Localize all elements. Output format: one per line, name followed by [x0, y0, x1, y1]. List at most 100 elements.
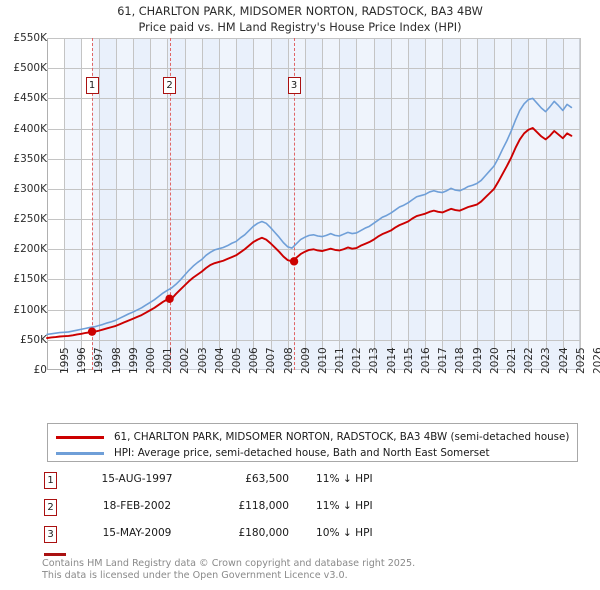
- transaction-hpi-delta: 10% ↓ HPI: [316, 527, 373, 539]
- x-axis-label-2025: 2025: [574, 347, 587, 374]
- page-title: 61, CHARLTON PARK, MIDSOMER NORTON, RADS…: [0, 4, 600, 36]
- x-axis-label-2012: 2012: [351, 347, 364, 374]
- y-axis-label-7: £350K: [13, 152, 47, 165]
- x-axis-label-2007: 2007: [265, 347, 278, 374]
- x-axis-label-2024: 2024: [557, 347, 570, 374]
- gridline-x-2025: [562, 38, 564, 370]
- gridline-y-500000: [47, 68, 580, 70]
- x-axis-label-2018: 2018: [454, 347, 467, 374]
- y-axis-label-0: £0: [33, 364, 47, 376]
- chart-legend: 61, CHARLTON PARK, MIDSOMER NORTON, RADS…: [47, 423, 578, 462]
- x-axis-label-1997: 1997: [93, 347, 106, 374]
- transaction-marker-1[interactable]: [87, 327, 97, 336]
- x-axis-label-2013: 2013: [368, 347, 381, 374]
- x-axis-label-2004: 2004: [213, 347, 226, 374]
- gridline-x-2007: [253, 38, 255, 370]
- x-axis-label-2015: 2015: [402, 347, 415, 374]
- gridline-x-2017: [425, 38, 427, 370]
- x-axis-label-2020: 2020: [488, 347, 501, 374]
- x-axis-label-2001: 2001: [162, 347, 175, 374]
- x-axis-label-1996: 1996: [76, 347, 89, 374]
- y-axis-label-1: £50K: [20, 333, 47, 346]
- legend-label-0: 61, CHARLTON PARK, MIDSOMER NORTON, RADS…: [114, 431, 570, 443]
- gridline-x-1999: [115, 38, 117, 370]
- x-axis-label-2022: 2022: [523, 347, 536, 374]
- gridline-x-2001: [150, 38, 152, 370]
- gridline-y-50000: [47, 339, 580, 341]
- title-line-address: 61, CHARLTON PARK, MIDSOMER NORTON, RADS…: [117, 5, 483, 18]
- series-line-hpi: [46, 97, 573, 336]
- transaction-price: £118,000: [238, 500, 289, 512]
- y-axis-label-3: £150K: [13, 273, 47, 286]
- gridline-y-550000: [47, 38, 580, 39]
- x-axis-label-2017: 2017: [437, 347, 450, 374]
- title-line-subtitle: Price paid vs. HM Land Registry's House …: [138, 21, 462, 34]
- gridline-x-2002: [167, 38, 169, 370]
- footer-attribution: Contains HM Land Registry data © Crown c…: [42, 558, 582, 582]
- event-box-2[interactable]: 2: [163, 77, 177, 94]
- gridline-x-1997: [81, 38, 83, 370]
- y-axis-label-4: £200K: [13, 243, 47, 256]
- table-row[interactable]: 3 15-MAY-2009 £180,000 10% ↓ HPI: [44, 524, 464, 551]
- gridline-x-2000: [132, 38, 134, 370]
- footer-rule: [44, 553, 66, 556]
- event-line-1: [92, 38, 94, 370]
- y-axis-label-10: £500K: [13, 62, 47, 75]
- legend-swatch-price-paid: [56, 436, 104, 439]
- year-band-1996: [64, 38, 82, 370]
- y-axis-label-2: £100K: [13, 303, 47, 316]
- transaction-badge-3: 3: [44, 526, 57, 543]
- table-row[interactable]: 2 18-FEB-2002 £118,000 11% ↓ HPI: [44, 497, 464, 524]
- footer-line-2: This data is licensed under the Open Gov…: [42, 570, 348, 581]
- x-axis-label-2019: 2019: [471, 347, 484, 374]
- gridline-x-2019: [459, 38, 461, 370]
- x-axis-label-2016: 2016: [420, 347, 433, 374]
- y-axis-label-5: £250K: [13, 213, 47, 226]
- gridline-x-2024: [545, 38, 547, 370]
- span-shade-tail: [294, 38, 580, 370]
- transaction-date: 15-AUG-1997: [101, 473, 173, 485]
- event-box-3[interactable]: 3: [287, 77, 301, 94]
- span-shade-2: [169, 38, 295, 370]
- transaction-marker-3[interactable]: [289, 257, 299, 266]
- transaction-marker-2[interactable]: [165, 294, 174, 303]
- series-line-price-paid: [46, 126, 573, 339]
- gridline-x-2012: [339, 38, 341, 370]
- gridline-x-2015: [390, 38, 392, 370]
- series-lines: [46, 97, 573, 339]
- transaction-date: 18-FEB-2002: [102, 500, 172, 512]
- x-axis-label-1999: 1999: [127, 347, 140, 374]
- x-axis-label-2026: 2026: [592, 347, 600, 374]
- transactions-table: 1 15-AUG-1997 £63,500 11% ↓ HPI 2 18-FEB-2002…: [44, 470, 464, 551]
- gridline-x-2018: [442, 38, 444, 370]
- transaction-date: 15-MAY-2009: [102, 527, 172, 539]
- gridline-y-450000: [47, 98, 580, 100]
- transaction-badge-1: 1: [44, 472, 57, 489]
- x-axis-label-2009: 2009: [299, 347, 312, 374]
- gridline-x-2005: [218, 38, 220, 370]
- gridline-x-1996: [64, 38, 66, 370]
- gridline-y-400000: [47, 128, 580, 130]
- x-axis-label-2008: 2008: [282, 347, 295, 374]
- gridline-x-2010: [304, 38, 306, 370]
- gridline-x-2006: [236, 38, 238, 370]
- event-line-2: [169, 38, 171, 370]
- price-history-chart: [46, 38, 581, 370]
- gridline-x-2009: [287, 38, 289, 370]
- x-axis-label-2021: 2021: [506, 347, 519, 374]
- gridline-y-100000: [47, 309, 580, 311]
- x-axis-label-2000: 2000: [144, 347, 157, 374]
- gridline-y-150000: [47, 279, 580, 281]
- gridline-x-2023: [528, 38, 530, 370]
- x-axis-label-1995: 1995: [59, 347, 71, 374]
- y-axis-label-6: £300K: [13, 182, 47, 195]
- x-axis-label-2006: 2006: [248, 347, 261, 374]
- gridline-x-2016: [408, 38, 410, 370]
- event-box-1[interactable]: 1: [85, 77, 99, 94]
- event-line-3: [294, 38, 296, 370]
- gridline-x-2014: [373, 38, 375, 370]
- gridline-x-2004: [201, 38, 203, 370]
- table-row[interactable]: 1 15-AUG-1997 £63,500 11% ↓ HPI: [44, 470, 464, 497]
- legend-swatch-hpi: [56, 452, 104, 455]
